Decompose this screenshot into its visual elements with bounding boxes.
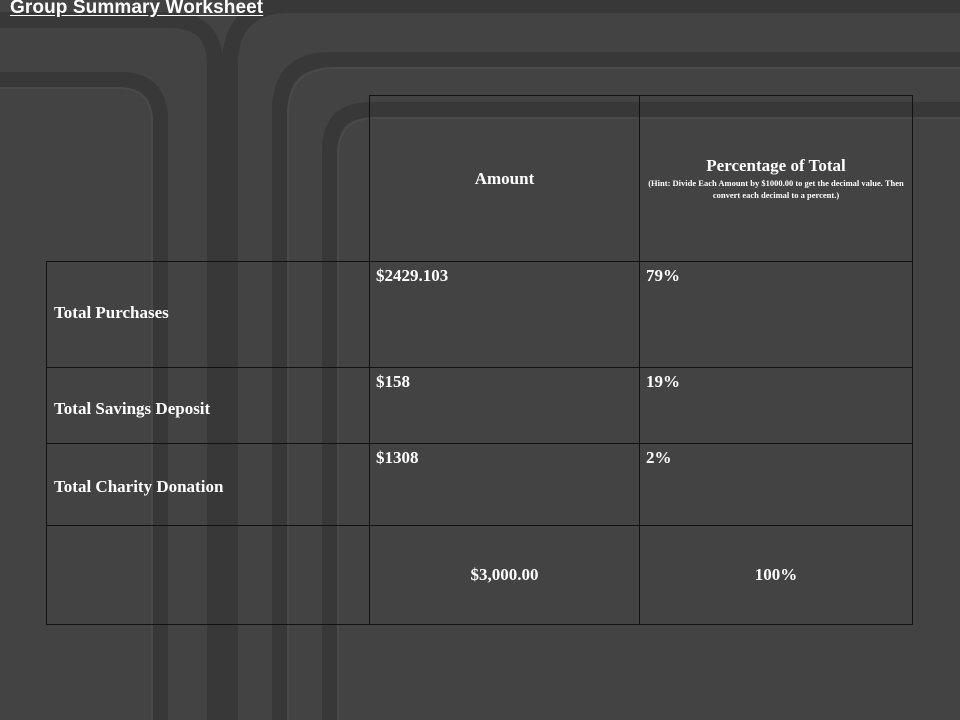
total-percent: 100% (639, 525, 913, 625)
total-amount: $3,000.00 (369, 525, 640, 625)
total-amount-text: $3,000.00 (470, 565, 539, 584)
row-label-savings: Total Savings Deposit (46, 367, 370, 444)
slide-title: Group Summary Worksheet (10, 0, 264, 18)
row-percent-text: 19% (646, 372, 680, 391)
header-amount: Amount (369, 95, 640, 262)
row-amount-text: $158 (376, 372, 410, 391)
row-percent-text: 79% (646, 266, 680, 285)
header-amount-label: Amount (474, 168, 535, 188)
row-label-text: Total Purchases (54, 303, 169, 322)
row-amount-purchases: $2429.103 (369, 261, 640, 368)
row-label-text: Total Savings Deposit (54, 399, 211, 418)
header-percentage: Percentage of Total (Hint: Divide Each A… (639, 95, 913, 262)
row-label-charity: Total Charity Donation (46, 443, 370, 526)
row-label-text: Total Charity Donation (54, 477, 224, 496)
row-amount-text: $1308 (376, 448, 419, 467)
row-amount-savings: $158 (369, 367, 640, 444)
row-amount-text: $2429.103 (376, 266, 449, 285)
row-percent-text: 2% (646, 448, 672, 467)
header-percentage-hint: (Hint: Divide Each Amount by $1000.00 to… (648, 178, 904, 200)
row-percent-savings: 19% (639, 367, 913, 444)
total-percent-text: 100% (754, 565, 798, 584)
header-percentage-label: Percentage of Total (706, 156, 846, 175)
row-percent-purchases: 79% (639, 261, 913, 368)
total-label (46, 525, 370, 625)
row-percent-charity: 2% (639, 443, 913, 526)
row-label-purchases: Total Purchases (46, 261, 370, 368)
row-amount-charity: $1308 (369, 443, 640, 526)
